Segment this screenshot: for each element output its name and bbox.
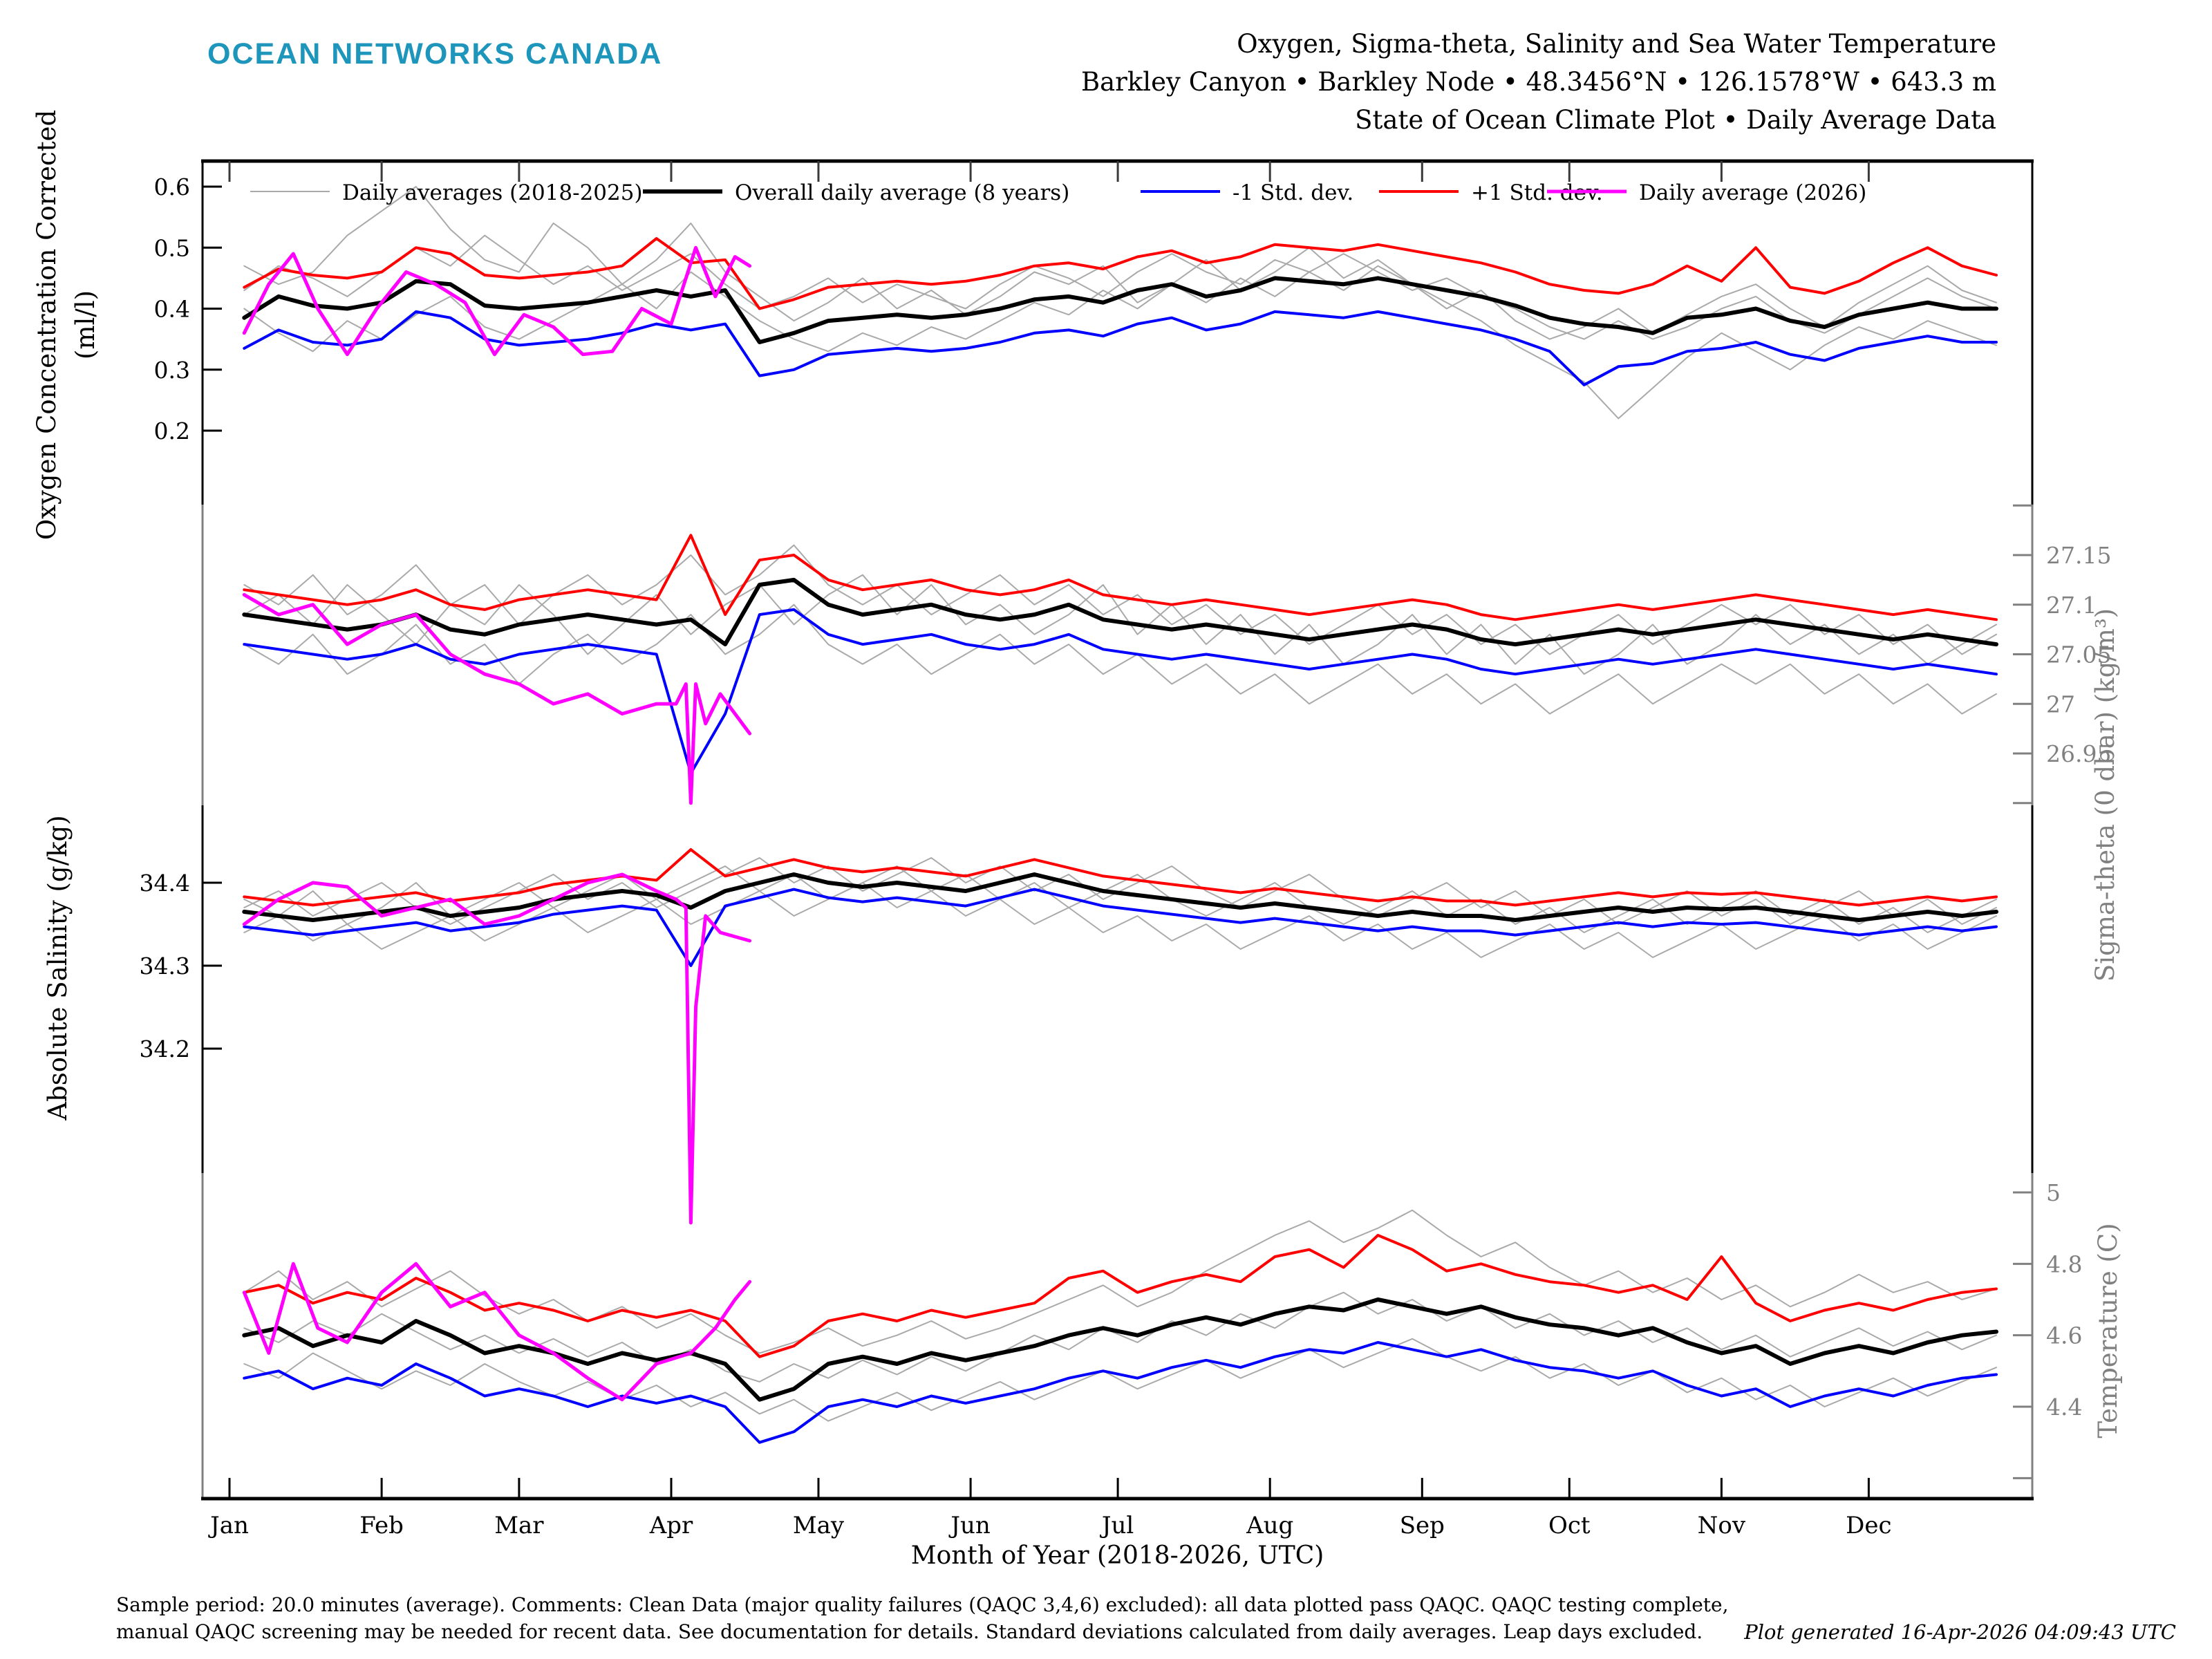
sigma-tick-label: 27 bbox=[2046, 691, 2075, 718]
oxygen-tick-label: 0.2 bbox=[154, 418, 190, 444]
legend-label: Daily averages (2018-2025) bbox=[342, 180, 643, 205]
sigma-tick-label: 27.15 bbox=[2046, 542, 2111, 569]
salinity-series-gray1 bbox=[243, 865, 1997, 933]
oxygen-tick-label: 0.4 bbox=[154, 296, 190, 323]
legend-label: Overall daily average (8 years) bbox=[735, 180, 1069, 205]
footer-comments-line-1: Sample period: 20.0 minutes (average). C… bbox=[116, 1593, 1729, 1616]
salinity-series-gray2 bbox=[243, 882, 1997, 958]
temperature-series-minus_std bbox=[243, 1341, 1998, 1444]
sigma-tick-label: 26.95 bbox=[2046, 740, 2111, 767]
month-label-jun: Jun bbox=[948, 1512, 990, 1539]
plot-title: Oxygen, Sigma-theta, Salinity and Sea Wa… bbox=[1081, 25, 1996, 139]
oxygen-series-gray3 bbox=[243, 234, 1997, 340]
month-label-nov: Nov bbox=[1698, 1512, 1746, 1539]
temperature-series-plus_std bbox=[243, 1234, 1998, 1358]
oxygen-series-current_2026 bbox=[242, 245, 752, 357]
oxygen-series-minus_std bbox=[243, 310, 1998, 386]
legend-label: Daily average (2026) bbox=[1639, 180, 1866, 205]
salinity-tick-label: 34.3 bbox=[140, 953, 190, 980]
legend-label: -1 Std. dev. bbox=[1232, 180, 1353, 205]
oxygen-tick-label: 0.6 bbox=[154, 174, 190, 200]
sigma-series-mean bbox=[242, 577, 1998, 647]
sigma-series-plus_std bbox=[243, 534, 1998, 621]
sigma-tick-label: 27.05 bbox=[2046, 641, 2111, 668]
oxygen-axis-title: (ml/l) bbox=[71, 290, 100, 359]
month-label-aug: Aug bbox=[1246, 1512, 1293, 1539]
month-label-mar: Mar bbox=[494, 1512, 544, 1539]
salinity-axis-title: Absolute Salinity (g/kg) bbox=[43, 815, 73, 1121]
oxygen-series-mean bbox=[242, 276, 1998, 344]
oxygen-tick-label: 0.5 bbox=[154, 234, 190, 261]
plot-title-line-3: State of Ocean Climate Plot • Daily Aver… bbox=[1355, 105, 1996, 135]
temperature-series-gray2 bbox=[243, 1338, 1997, 1422]
month-label-apr: Apr bbox=[649, 1512, 693, 1539]
x-axis-title: Month of Year (2018-2026, UTC) bbox=[911, 1541, 1324, 1570]
salinity-tick-label: 34.4 bbox=[140, 870, 190, 897]
salinity-series-current_2026 bbox=[242, 872, 752, 1225]
sigma-series-minus_std bbox=[243, 608, 1998, 775]
footer-comments: Sample period: 20.0 minutes (average). C… bbox=[116, 1591, 1729, 1645]
sigma-series-gray1 bbox=[243, 544, 1997, 655]
sigma-axis-title: Sigma-theta (0 dbar) (kg/m³) bbox=[2090, 608, 2120, 982]
month-label-jan: Jan bbox=[208, 1512, 249, 1539]
month-label-sep: Sep bbox=[1400, 1512, 1445, 1539]
plot-generated-timestamp: Plot generated 16-Apr-2026 04:09:43 UTC bbox=[1744, 1620, 2176, 1644]
temperature-tick-label: 4.6 bbox=[2046, 1322, 2082, 1349]
month-label-may: May bbox=[793, 1512, 845, 1539]
oxygen-axis-title: Oxygen Concentration Corrected bbox=[32, 110, 62, 540]
sigma-tick-label: 27.1 bbox=[2046, 592, 2097, 619]
temperature-series-mean bbox=[242, 1297, 1998, 1402]
temperature-tick-label: 4.8 bbox=[2046, 1250, 2082, 1277]
plot-title-line-2: Barkley Canyon • Barkley Node • 48.3456°… bbox=[1080, 67, 1996, 97]
sigma-series-gray3 bbox=[243, 574, 1997, 675]
salinity-series-minus_std bbox=[243, 888, 1998, 967]
salinity-tick-label: 34.2 bbox=[140, 1035, 190, 1062]
salinity-series-mean bbox=[242, 872, 1998, 922]
month-label-feb: Feb bbox=[359, 1512, 404, 1539]
month-label-dec: Dec bbox=[1846, 1512, 1891, 1539]
temperature-series-current_2026 bbox=[242, 1262, 752, 1402]
footer-comments-line-2: manual QAQC screening may be needed for … bbox=[116, 1620, 1703, 1643]
temperature-tick-label: 4.4 bbox=[2046, 1394, 2082, 1421]
sigma-series-current_2026 bbox=[242, 592, 752, 805]
plot-title-line-1: Oxygen, Sigma-theta, Salinity and Sea Wa… bbox=[1237, 29, 1996, 59]
oxygen-series-gray2 bbox=[243, 265, 1997, 420]
temperature-axis-title: Temperature (C) bbox=[2093, 1223, 2123, 1438]
temperature-tick-label: 5 bbox=[2046, 1179, 2061, 1206]
salinity-series-plus_std bbox=[243, 848, 1998, 907]
month-label-jul: Jul bbox=[1100, 1512, 1134, 1539]
ocean-networks-canada-logo: OCEAN NETWORKS CANADA bbox=[207, 37, 663, 71]
month-label-oct: Oct bbox=[1548, 1512, 1591, 1539]
oxygen-series-plus_std bbox=[243, 237, 1998, 310]
oxygen-tick-label: 0.3 bbox=[154, 357, 190, 384]
sigma-series-gray2 bbox=[243, 603, 1997, 715]
